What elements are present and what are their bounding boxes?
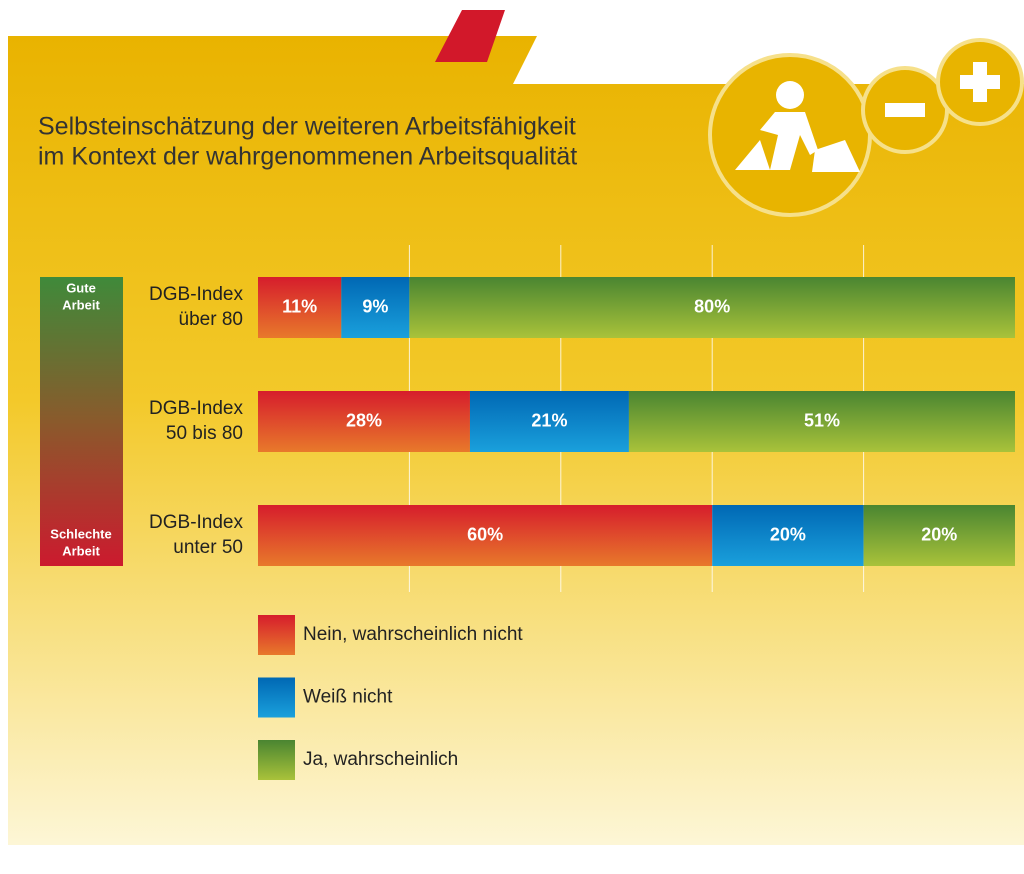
data-label: 60% <box>467 524 503 544</box>
scale-label: Schlechte <box>50 526 111 541</box>
legend-swatch <box>258 615 295 655</box>
data-label: 28% <box>346 410 382 430</box>
category-label: über 80 <box>179 309 243 330</box>
legend-swatch <box>258 740 295 780</box>
data-label: 11% <box>282 296 317 316</box>
scale-label: Gute <box>66 280 96 295</box>
bar-segment <box>258 391 470 452</box>
icon <box>708 38 1024 217</box>
legend-label: Ja, wahrscheinlich <box>303 749 458 770</box>
legend-swatch <box>258 677 295 718</box>
scale-label: Arbeit <box>62 543 100 558</box>
data-label: 9% <box>362 296 388 316</box>
scale-bar <box>40 277 123 566</box>
bar-segment <box>712 505 864 566</box>
category-label: 50 bis 80 <box>166 423 243 444</box>
category-label: unter 50 <box>173 537 243 558</box>
data-label: 20% <box>921 524 957 544</box>
legend-label: Nein, wahrscheinlich nicht <box>303 624 523 645</box>
chart-title: im Kontext der wahrgenommenen Arbeitsqua… <box>38 143 577 171</box>
data-label: 21% <box>531 410 567 430</box>
legend-label: Weiß nicht <box>303 687 393 708</box>
category-label: DGB-Index <box>149 284 243 305</box>
data-label: 51% <box>804 410 840 430</box>
bar-segment <box>628 391 1015 452</box>
category-label: DGB-Index <box>149 512 243 533</box>
red-tab <box>435 10 505 62</box>
data-label: 20% <box>770 524 806 544</box>
bar-segment <box>863 505 1015 566</box>
category-label: DGB-Index <box>149 398 243 419</box>
bar-segment <box>469 391 629 452</box>
scale-label: Arbeit <box>62 297 100 312</box>
bar-segment <box>258 277 342 338</box>
bar-segment <box>258 505 713 566</box>
bar-segment <box>409 277 1015 338</box>
chart-title: Selbsteinschätzung der weiteren Arbeitsf… <box>38 113 576 141</box>
bar-segment <box>341 277 410 338</box>
data-label: 80% <box>694 296 730 316</box>
